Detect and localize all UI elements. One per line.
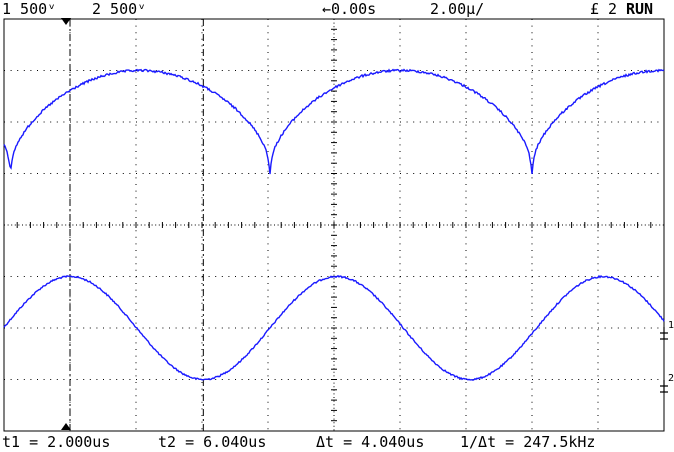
ch1-marker-label: 1 (668, 320, 674, 331)
time-offset: ←0.00s (322, 0, 377, 18)
ground-icon (660, 380, 668, 393)
cursor-delta: Δt = 4.040us (316, 433, 425, 451)
cursor-readout: t1 = 2.000us t2 = 6.040us Δt = 4.040us 1… (0, 432, 674, 452)
time-scale: 2.00µ/ (430, 0, 485, 18)
trigger-position-bottom-icon[interactable] (61, 423, 71, 430)
ch2-scale: 2 500ᵛ (92, 0, 147, 18)
run-state: RUN (626, 0, 654, 18)
cursor-t2: t2 = 6.040us (158, 433, 267, 451)
trace-channel-2 (3, 68, 665, 175)
status-bar: 1 500ᵛ 2 500ᵛ ←0.00s 2.00µ/ £ 2 RUN (0, 0, 674, 18)
ch2-ground-marker[interactable]: 2 (660, 373, 674, 393)
graticule (3, 18, 665, 432)
trigger-position-top-icon[interactable] (61, 18, 71, 25)
trigger-indicator: £ 2 (590, 0, 618, 18)
trace-channel-1 (3, 274, 665, 381)
time-cursors[interactable] (69, 19, 204, 431)
ground-icon (660, 327, 668, 340)
ch1-ground-marker[interactable]: 1 (660, 320, 674, 340)
ch1-scale: 1 500ᵛ (2, 0, 57, 18)
ch2-marker-label: 2 (668, 373, 674, 384)
cursor-t1: t1 = 2.000us (2, 433, 111, 451)
cursor-frequency: 1/Δt = 247.5kHz (460, 433, 596, 451)
